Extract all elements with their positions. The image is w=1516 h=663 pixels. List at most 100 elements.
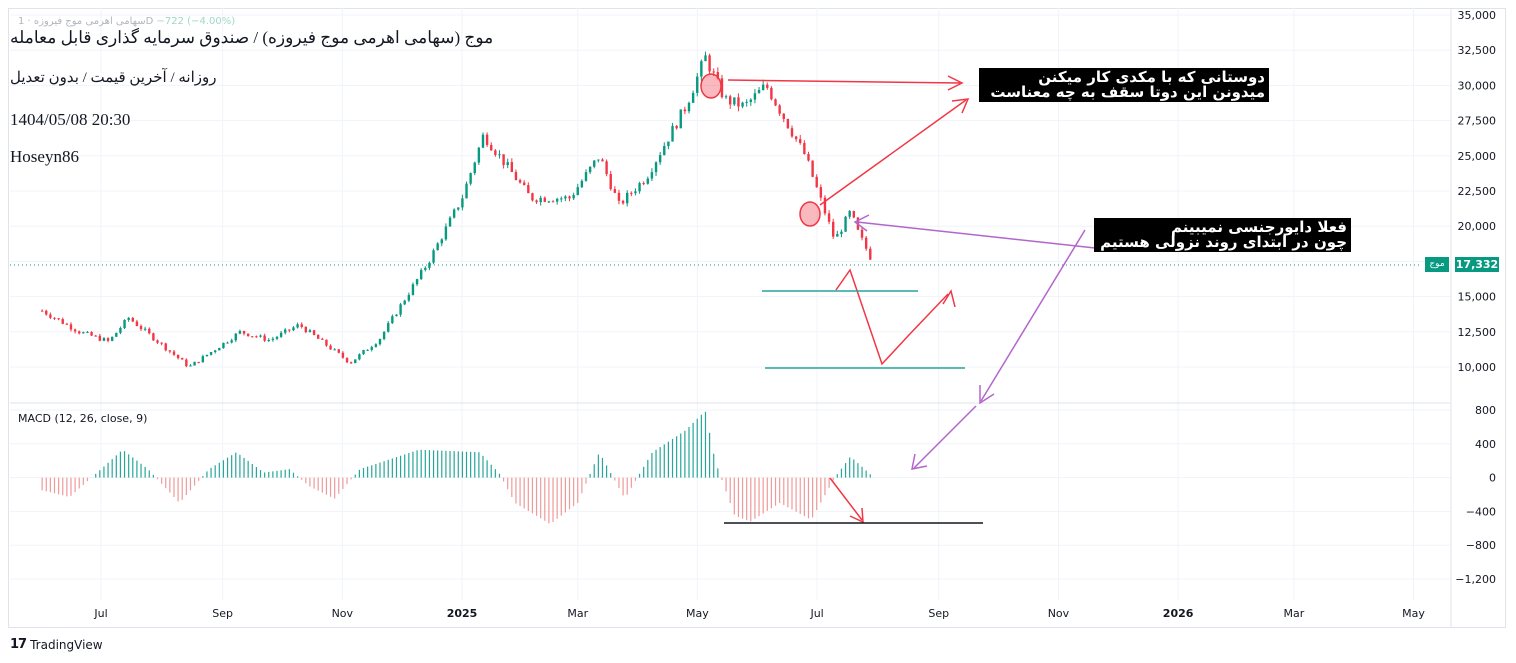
candle-body: [222, 342, 225, 349]
candle-body: [675, 125, 678, 129]
candle-body: [106, 338, 110, 341]
time-tick-label: Jul: [809, 607, 823, 620]
candle-body: [803, 142, 806, 155]
candle-body: [794, 136, 798, 140]
candle-body: [658, 155, 662, 163]
macd-histogram: [41, 411, 871, 524]
candle-body: [448, 217, 452, 227]
price-candles: [40, 51, 872, 368]
candle-body: [473, 162, 476, 174]
candle-body: [625, 192, 629, 204]
candle-body: [354, 359, 357, 364]
candle-body: [156, 340, 159, 343]
candle-body: [724, 96, 728, 98]
candle-body: [716, 72, 720, 79]
tradingview-brand[interactable]: 17 TradingView: [10, 637, 103, 652]
top-marker-2: [799, 201, 821, 227]
candle-body: [205, 354, 209, 357]
tradingview-logo-icon: 17: [10, 637, 27, 652]
chart-frame: [8, 8, 1506, 628]
candle-body: [403, 300, 406, 305]
candle-body: [86, 331, 89, 333]
candle-body: [213, 350, 217, 353]
candle-body: [119, 328, 122, 333]
candle-body: [642, 183, 645, 185]
candle-body: [790, 128, 794, 137]
grid: [10, 8, 1451, 600]
time-axis[interactable]: Jul Sep Nov 2025 Mar May Jul Sep Nov 2026 Mar May: [93, 607, 1425, 620]
top-marker-1: [700, 73, 722, 99]
time-tick-label: May: [1402, 607, 1425, 620]
candle-body: [115, 332, 118, 337]
candle-body: [786, 118, 790, 129]
ghost-change: −722 (−4.00%): [156, 16, 236, 27]
candle-body: [691, 92, 695, 103]
macd-tick-label: −1,200: [1455, 573, 1496, 586]
candle-body: [671, 125, 674, 142]
candle-body: [741, 102, 744, 107]
annotation-note-2[interactable]: فعلا دایورجنسی نمیبینم چون در ابتدای رون…: [1094, 218, 1351, 252]
candle-body: [164, 343, 167, 351]
candle-body: [312, 330, 316, 335]
candle-body: [316, 334, 320, 339]
candle-body: [700, 61, 703, 77]
candle-body: [300, 324, 303, 327]
note-1-line-2: میدونن این دوتا سقف به چه معناست: [990, 83, 1265, 101]
time-tick-label: Jul: [93, 607, 107, 620]
brand-label: TradingView: [30, 637, 103, 652]
candle-body: [551, 201, 555, 203]
symbol-price-tag: موج: [1425, 257, 1449, 272]
candle-body: [152, 333, 155, 341]
candle-body: [852, 211, 856, 218]
macd-tick-label: −800: [1466, 539, 1496, 552]
price-tick-label: 22,500: [1458, 185, 1497, 198]
candle-body: [502, 154, 505, 166]
macd-axis[interactable]: 800 400 0 −400 −800 −1,200: [1455, 404, 1496, 586]
note-2-line-1: فعلا دایورجنسی نمیبینم: [1171, 218, 1347, 236]
candle-body: [683, 109, 687, 112]
candle-body: [465, 183, 468, 199]
candle-body: [259, 335, 262, 337]
candle-body: [440, 239, 443, 244]
candle-body: [407, 294, 411, 301]
candle-body: [568, 196, 571, 199]
symbol-ghost-line: سهامی اهرمی موج فیروزه · 1D −722 (−4.00%…: [18, 16, 235, 27]
candle-body: [498, 154, 501, 156]
price-tick-label: 30,000: [1458, 79, 1497, 92]
candle-body: [704, 55, 707, 62]
candle-body: [452, 209, 456, 218]
candle-body: [271, 338, 275, 340]
candle-body: [667, 141, 670, 147]
candle-body: [395, 314, 398, 317]
candle-body: [370, 347, 373, 350]
time-tick-label: Nov: [1048, 607, 1070, 620]
candle-body: [238, 330, 242, 334]
candle-body: [654, 162, 658, 173]
candle-body: [40, 310, 44, 312]
candle-body: [263, 335, 266, 341]
candle-body: [255, 336, 258, 338]
candle-body: [358, 354, 361, 360]
candle-body: [745, 101, 748, 103]
candle-body: [176, 354, 180, 359]
price-axis[interactable]: 35,000 32,500 30,000 27,500 25,000 22,500 20,0…: [1458, 9, 1497, 374]
chart-title: موج (سهامی اهرمی موج فیروزه) / صندوق سرم…: [10, 28, 494, 47]
candle-body: [110, 336, 114, 341]
candle-body: [189, 365, 192, 367]
candle-body: [572, 195, 575, 199]
macd-indicator-label[interactable]: MACD (12, 26, close, 9): [18, 412, 148, 425]
candle-body: [197, 361, 200, 363]
candle-body: [807, 154, 810, 161]
annotation-note-1[interactable]: دوستانی که با مکدی کار میکنن میدونن این …: [979, 68, 1269, 102]
candle-body: [753, 93, 757, 100]
candle-body: [757, 89, 761, 94]
candle-body: [766, 84, 769, 88]
candle-body: [601, 159, 604, 162]
candle-body: [737, 97, 740, 107]
purple-arrow-macd: [911, 405, 977, 470]
candle-body: [761, 84, 765, 90]
purple-arrow-left: [853, 214, 1096, 249]
candle-body: [638, 183, 641, 192]
candle-body: [494, 150, 497, 155]
